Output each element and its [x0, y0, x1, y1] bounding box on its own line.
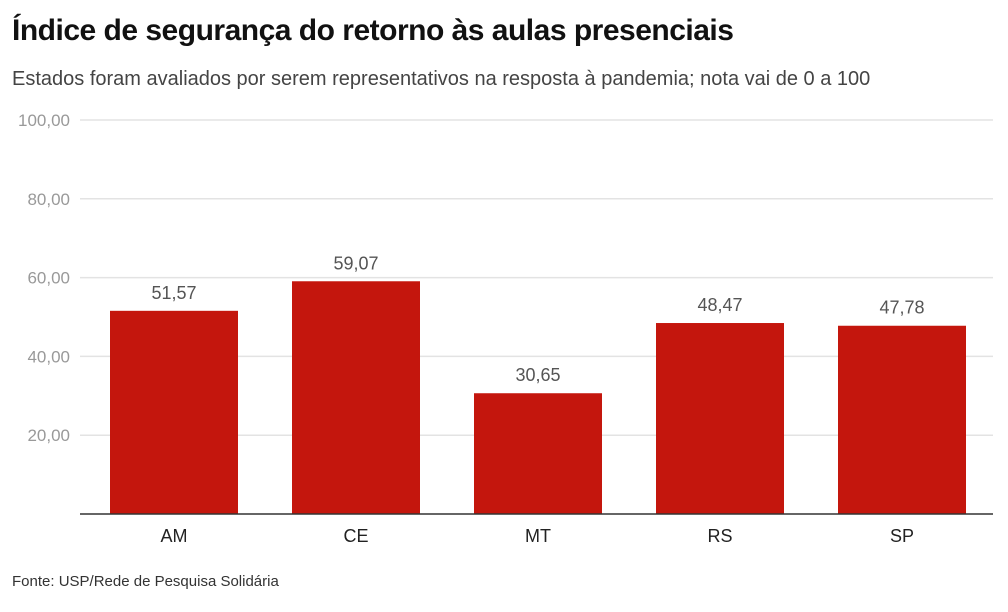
chart-subtitle: Estados foram avaliados por serem repres… [12, 68, 871, 90]
y-tick-label: 40,00 [27, 347, 70, 366]
x-tick-label: SP [890, 526, 914, 546]
y-tick-label: 80,00 [27, 190, 70, 209]
data-label: 51,57 [151, 283, 196, 303]
y-tick-label: 100,00 [18, 111, 70, 130]
bar-rs [656, 323, 784, 514]
chart-source: Fonte: USP/Rede de Pesquisa Solidária [12, 573, 279, 590]
x-tick-label: RS [707, 526, 732, 546]
y-tick-label: 60,00 [27, 269, 70, 288]
x-tick-label: AM [161, 526, 188, 546]
bar-am [110, 310, 238, 514]
data-label: 48,47 [697, 295, 742, 315]
data-label: 47,78 [879, 298, 924, 318]
x-tick-label: CE [343, 526, 368, 546]
chart-title: Índice de segurança do retorno às aulas … [12, 14, 734, 47]
bar-mt [474, 393, 602, 514]
bar-ce [292, 281, 420, 514]
y-tick-label: 20,00 [27, 426, 70, 445]
data-label: 30,65 [515, 365, 560, 385]
x-tick-label: MT [525, 526, 551, 546]
bar-sp [838, 325, 966, 514]
data-label: 59,07 [333, 253, 378, 273]
